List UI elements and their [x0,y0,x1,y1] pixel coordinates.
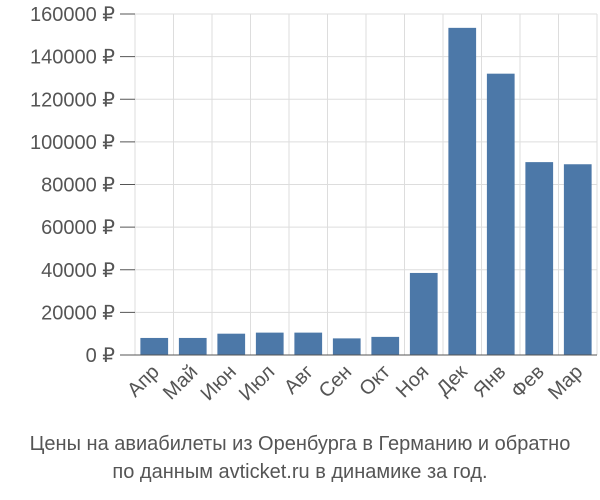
bar-Янв [486,73,515,356]
bar-Ноя [409,272,438,355]
y-tick-label: 100000 ₽ [30,132,115,154]
bar-Авг [294,332,323,355]
x-tick-label: Май [159,361,202,404]
y-tick-label: 80000 ₽ [41,175,115,197]
y-tick-label: 160000 ₽ [30,4,115,26]
bar-Дек [448,27,477,356]
x-tick-label: Сен [315,361,356,402]
bar-Фев [525,162,554,355]
bar-Июл [255,332,284,355]
x-tick-label: Июн [197,361,241,405]
y-tick-label: 20000 ₽ [41,302,115,324]
x-tick-label: Окт [355,361,394,400]
y-tick-label: 140000 ₽ [30,47,115,69]
y-tick-label: 40000 ₽ [41,260,115,282]
bar-chart: 0 ₽ 20000 ₽ 40000 ₽ 60000 ₽ 80000 ₽ 100000 ₽ 1… [30,4,598,405]
bar-Апр [140,337,169,355]
x-tick-label: Апр [123,361,164,402]
x-tick-label: Янв [469,361,510,402]
bar-Май [178,337,207,355]
x-tick-label: Фев [507,361,549,403]
y-tick-label: 60000 ₽ [41,217,115,239]
chart-caption: Цены на авиабилеты из Оренбурга в Герман… [0,430,600,486]
bar-Сен [332,338,361,355]
y-tick-labels: 0 ₽ 20000 ₽ 40000 ₽ 60000 ₽ 80000 ₽ 100000 ₽ 1… [30,4,115,367]
y-tick-label: 120000 ₽ [30,89,115,111]
caption-line-2: по данным avticket.ru в динамике за год. [112,461,488,483]
x-tick-label: Ноя [392,361,433,402]
x-tick-label: Дек [433,361,472,400]
x-tick-label: Авг [280,361,318,399]
bar-Июн [217,333,246,355]
grid-lines [134,13,598,356]
bars [140,27,592,356]
x-tick-label: Июл [235,361,279,405]
caption-line-1: Цены на авиабилеты из Оренбурга в Герман… [29,433,571,455]
axes [120,13,597,356]
bar-Мар [563,164,592,355]
y-tick-label: 0 ₽ [86,345,116,367]
x-tick-label: Мар [544,361,587,404]
bar-Окт [371,336,400,355]
